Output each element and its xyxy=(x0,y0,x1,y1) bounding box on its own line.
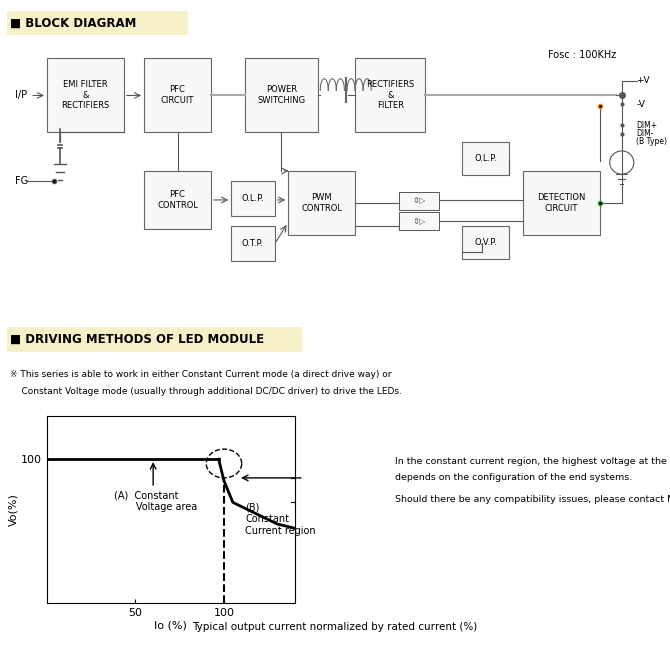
Text: Constant Voltage mode (usually through additional DC/DC driver) to drive the LED: Constant Voltage mode (usually through a… xyxy=(10,387,402,396)
Text: PWM
CONTROL: PWM CONTROL xyxy=(301,194,342,213)
Text: POWER
SWITCHING: POWER SWITCHING xyxy=(257,85,306,105)
Text: DIM+: DIM+ xyxy=(636,121,658,130)
FancyBboxPatch shape xyxy=(7,327,302,352)
Text: DIM-: DIM- xyxy=(636,129,654,138)
Text: O.L.P.: O.L.P. xyxy=(474,154,497,163)
FancyBboxPatch shape xyxy=(7,11,188,35)
Text: depends on the configuration of the end systems.: depends on the configuration of the end … xyxy=(395,473,632,482)
Text: Typical output current normalized by rated current (%): Typical output current normalized by rat… xyxy=(192,622,478,632)
Text: RECTIFIERS
&
FILTER: RECTIFIERS & FILTER xyxy=(366,80,415,110)
FancyBboxPatch shape xyxy=(144,171,211,229)
Text: PFC
CIRCUIT: PFC CIRCUIT xyxy=(161,85,194,105)
FancyBboxPatch shape xyxy=(245,58,318,132)
FancyBboxPatch shape xyxy=(144,58,211,132)
Text: (B Type): (B Type) xyxy=(636,137,667,146)
FancyBboxPatch shape xyxy=(231,181,275,216)
Text: O.T.P.: O.T.P. xyxy=(242,239,264,248)
X-axis label: Io (%): Io (%) xyxy=(154,620,188,631)
FancyBboxPatch shape xyxy=(462,226,509,259)
Text: I/P: I/P xyxy=(15,90,27,101)
Text: ⇕▷: ⇕▷ xyxy=(412,217,425,226)
FancyBboxPatch shape xyxy=(399,192,439,210)
FancyBboxPatch shape xyxy=(523,171,600,235)
FancyBboxPatch shape xyxy=(355,58,425,132)
Text: +V: +V xyxy=(636,76,650,85)
Text: ※ This series is able to work in either Constant Current mode (a direct drive wa: ※ This series is able to work in either … xyxy=(10,370,391,379)
Text: FG: FG xyxy=(15,175,28,186)
Text: (B)
Constant
Current region: (B) Constant Current region xyxy=(245,502,316,535)
Text: Should there be any compatibility issues, please contact MEAN WELL.: Should there be any compatibility issues… xyxy=(395,495,670,504)
Text: ⇕▷: ⇕▷ xyxy=(412,196,425,205)
Text: O.L.P.: O.L.P. xyxy=(242,194,264,203)
Text: In the constant current region, the highest voltage at the output of the driver: In the constant current region, the high… xyxy=(395,457,670,466)
Text: Fosc : 100KHz: Fosc : 100KHz xyxy=(548,50,616,60)
Text: -V: -V xyxy=(636,100,645,109)
Text: (A)  Constant
       Voltage area: (A) Constant Voltage area xyxy=(114,491,198,512)
Text: ■ DRIVING METHODS OF LED MODULE: ■ DRIVING METHODS OF LED MODULE xyxy=(10,333,264,346)
Text: PFC
CONTROL: PFC CONTROL xyxy=(157,190,198,210)
FancyBboxPatch shape xyxy=(231,226,275,261)
FancyBboxPatch shape xyxy=(462,142,509,175)
Text: O.V.P.: O.V.P. xyxy=(474,238,497,247)
Text: EMI FILTER
&
RECTIFIERS: EMI FILTER & RECTIFIERS xyxy=(61,80,110,110)
Text: ■ BLOCK DIAGRAM: ■ BLOCK DIAGRAM xyxy=(10,17,137,30)
FancyBboxPatch shape xyxy=(288,171,355,235)
FancyBboxPatch shape xyxy=(399,212,439,230)
Y-axis label: Vo(%): Vo(%) xyxy=(8,493,18,526)
FancyBboxPatch shape xyxy=(47,58,124,132)
Text: DETECTION
CIRCUIT: DETECTION CIRCUIT xyxy=(537,194,586,213)
